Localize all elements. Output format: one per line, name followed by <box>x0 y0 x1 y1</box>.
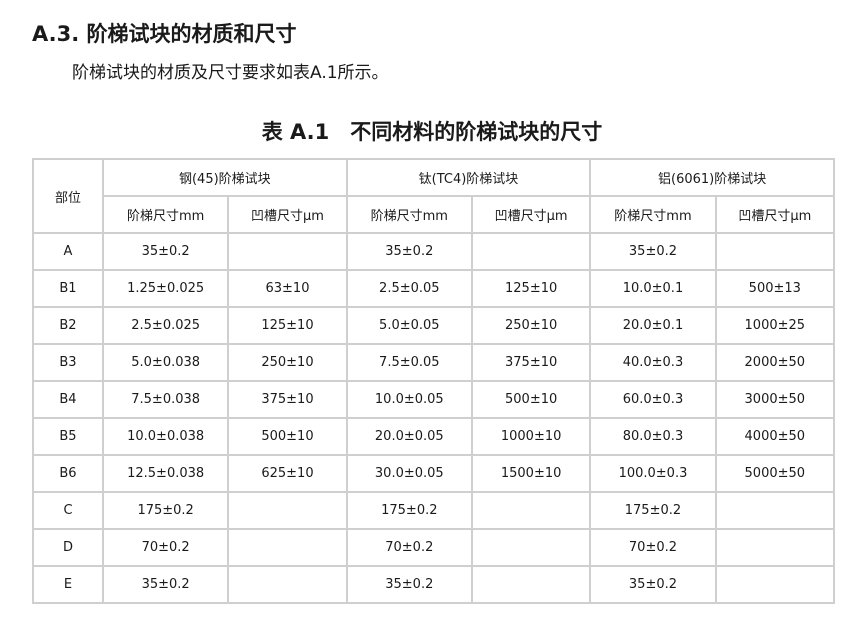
value-cell: 1500±10 <box>470 454 592 493</box>
value-cell: 250±10 <box>470 306 592 345</box>
table-row: A 35±0.2 35±0.2 35±0.2 <box>32 232 836 271</box>
value-cell: 4000±50 <box>714 417 836 456</box>
value-cell: 80.0±0.3 <box>589 417 717 456</box>
value-cell <box>227 232 348 271</box>
value-cell: 175±0.2 <box>345 491 473 530</box>
table-row: B4 7.5±0.038 375±10 10.0±0.05 500±10 60.0±0.3… <box>32 380 836 419</box>
value-cell: 70±0.2 <box>345 528 473 567</box>
value-cell: 70±0.2 <box>101 528 230 567</box>
value-cell <box>714 491 836 530</box>
value-cell: 35±0.2 <box>101 232 230 271</box>
value-cell <box>227 491 348 530</box>
value-cell: 20.0±0.1 <box>589 306 717 345</box>
value-cell: 20.0±0.05 <box>345 417 473 456</box>
part-cell: C <box>32 491 104 530</box>
subheader: 凹槽尺寸μm <box>714 195 836 234</box>
subheader: 阶梯尺寸mm <box>101 195 230 234</box>
value-cell: 35±0.2 <box>345 232 473 271</box>
value-cell: 10.0±0.038 <box>101 417 230 456</box>
section-heading: A.3. 阶梯试块的材质和尺寸 <box>32 22 297 46</box>
part-cell: E <box>32 565 104 604</box>
value-cell: 10.0±0.05 <box>345 380 473 419</box>
value-cell: 2.5±0.05 <box>345 269 473 308</box>
value-cell: 100.0±0.3 <box>589 454 717 493</box>
table-row: B6 12.5±0.038 625±10 30.0±0.05 1500±10 100.0±… <box>32 454 836 493</box>
group-header-titanium: 钛(TC4)阶梯试块 <box>345 158 592 197</box>
part-header: 部位 <box>32 158 104 234</box>
group-header-steel: 钢(45)阶梯试块 <box>102 158 348 197</box>
subheader: 阶梯尺寸mm <box>345 195 473 234</box>
table-row: B1 1.25±0.025 63±10 2.5±0.05 125±10 10.0±0.1 5… <box>32 269 836 308</box>
value-cell: 375±10 <box>227 380 348 419</box>
value-cell <box>714 528 836 567</box>
table-row: E 35±0.2 35±0.2 35±0.2 <box>32 565 836 604</box>
value-cell: 5000±50 <box>714 454 836 493</box>
subheader: 阶梯尺寸mm <box>589 195 717 234</box>
value-cell: 30.0±0.05 <box>345 454 473 493</box>
value-cell: 125±10 <box>227 306 348 345</box>
value-cell: 3000±50 <box>714 380 836 419</box>
table-row: B3 5.0±0.038 250±10 7.5±0.05 375±10 40.0±0.3 2… <box>32 343 836 382</box>
value-cell: 1000±10 <box>470 417 592 456</box>
value-cell: 175±0.2 <box>101 491 230 530</box>
value-cell: 63±10 <box>227 269 348 308</box>
value-cell: 35±0.2 <box>589 565 717 604</box>
table-row: C 175±0.2 175±0.2 175±0.2 <box>32 491 836 530</box>
value-cell: 125±10 <box>470 269 592 308</box>
value-cell <box>470 232 592 271</box>
table-row: B2 2.5±0.025 125±10 5.0±0.05 250±10 20.0±0.1 1… <box>32 306 836 345</box>
value-cell: 175±0.2 <box>589 491 717 530</box>
part-cell: D <box>32 528 104 567</box>
value-cell: 2.5±0.025 <box>101 306 230 345</box>
value-cell: 10.0±0.1 <box>589 269 717 308</box>
value-cell: 2000±50 <box>714 343 836 382</box>
table-row: D 70±0.2 70±0.2 70±0.2 <box>32 528 836 567</box>
subheader: 凹槽尺寸μm <box>470 195 592 234</box>
value-cell <box>227 528 348 567</box>
value-cell: 500±10 <box>227 417 348 456</box>
value-cell: 60.0±0.3 <box>589 380 717 419</box>
value-cell: 12.5±0.038 <box>101 454 230 493</box>
value-cell: 5.0±0.038 <box>101 343 230 382</box>
value-cell <box>470 491 592 530</box>
value-cell: 35±0.2 <box>101 565 230 604</box>
value-cell: 250±10 <box>227 343 348 382</box>
dimensions-table: 部位 钢(45)阶梯试块 钛(TC4)阶梯试块 铝(6061)阶梯试块 阶梯尺寸… <box>32 158 836 604</box>
part-cell: B1 <box>32 269 104 308</box>
value-cell <box>714 565 836 604</box>
table-row: B5 10.0±0.038 500±10 20.0±0.05 1000±10 80.0±0… <box>32 417 836 456</box>
table-caption: 表 A.1 不同材料的阶梯试块的尺寸 <box>261 120 603 144</box>
value-cell: 40.0±0.3 <box>589 343 717 382</box>
part-cell: B2 <box>32 306 104 345</box>
part-cell: B4 <box>32 380 104 419</box>
value-cell: 35±0.2 <box>345 565 473 604</box>
header-row-sub: 阶梯尺寸mm 凹槽尺寸μm 阶梯尺寸mm 凹槽尺寸μm 阶梯尺寸mm 凹槽尺寸μ… <box>33 195 836 234</box>
part-cell: B6 <box>32 454 104 493</box>
value-cell: 500±10 <box>470 380 592 419</box>
value-cell <box>470 565 592 604</box>
part-cell: A <box>32 232 104 271</box>
part-cell: B3 <box>32 343 104 382</box>
value-cell: 1000±25 <box>714 306 836 345</box>
value-cell: 35±0.2 <box>589 232 717 271</box>
table-body: A 35±0.2 35±0.2 35±0.2 B1 1.25±0.025 63±10 2.5±… <box>32 232 836 604</box>
value-cell <box>714 232 836 271</box>
part-cell: B5 <box>32 417 104 456</box>
group-header-aluminum: 铝(6061)阶梯试块 <box>589 158 835 197</box>
header-row-groups: 部位 钢(45)阶梯试块 钛(TC4)阶梯试块 铝(6061)阶梯试块 <box>32 158 835 234</box>
subheader: 凹槽尺寸μm <box>227 195 348 234</box>
value-cell <box>227 565 348 604</box>
value-cell: 500±13 <box>714 269 836 308</box>
value-cell: 375±10 <box>470 343 592 382</box>
value-cell: 70±0.2 <box>589 528 717 567</box>
value-cell: 7.5±0.038 <box>101 380 230 419</box>
value-cell: 1.25±0.025 <box>101 269 230 308</box>
value-cell: 7.5±0.05 <box>345 343 473 382</box>
section-text: 阶梯试块的材质及尺寸要求如表A.1所示。 <box>72 63 389 83</box>
value-cell: 625±10 <box>227 454 348 493</box>
value-cell: 5.0±0.05 <box>345 306 473 345</box>
value-cell <box>470 528 592 567</box>
